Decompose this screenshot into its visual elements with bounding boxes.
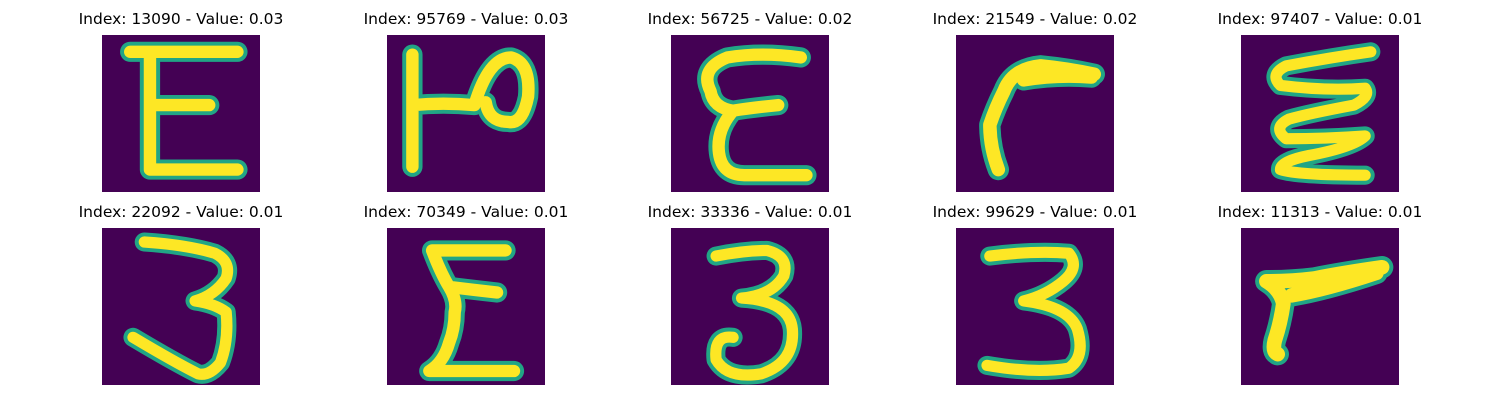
panel-70349: Index: 70349 - Value: 0.01: [346, 193, 586, 385]
digit-image: [1241, 35, 1399, 192]
digit-image: [671, 228, 829, 385]
panel-21549: Index: 21549 - Value: 0.02: [915, 0, 1155, 192]
digit-image: [956, 228, 1114, 385]
panel-56725: Index: 56725 - Value: 0.02: [630, 0, 870, 192]
panel-title: Index: 95769 - Value: 0.03: [363, 10, 569, 28]
digit-image: [671, 35, 829, 192]
panel-title: Index: 21549 - Value: 0.02: [932, 10, 1138, 28]
panel-97407: Index: 97407 - Value: 0.01: [1200, 0, 1440, 192]
panel-95769: Index: 95769 - Value: 0.03: [346, 0, 586, 192]
digit-image: [387, 228, 545, 385]
panel-title: Index: 99629 - Value: 0.01: [932, 203, 1138, 221]
digit-image: [102, 35, 260, 192]
panel-33336: Index: 33336 - Value: 0.01: [630, 193, 870, 385]
panel-title: Index: 56725 - Value: 0.02: [647, 10, 853, 28]
panel-title: Index: 11313 - Value: 0.01: [1217, 203, 1423, 221]
digit-image: [1241, 228, 1399, 385]
panel-22092: Index: 22092 - Value: 0.01: [61, 193, 301, 385]
panel-11313: Index: 11313 - Value: 0.01: [1200, 193, 1440, 385]
panel-title: Index: 22092 - Value: 0.01: [78, 203, 284, 221]
panel-13090: Index: 13090 - Value: 0.03: [61, 0, 301, 192]
panel-title: Index: 70349 - Value: 0.01: [363, 203, 569, 221]
digit-image: [102, 228, 260, 385]
digit-image: [387, 35, 545, 192]
digit-image: [956, 35, 1114, 192]
panel-title: Index: 13090 - Value: 0.03: [78, 10, 284, 28]
panel-title: Index: 97407 - Value: 0.01: [1217, 10, 1423, 28]
panel-99629: Index: 99629 - Value: 0.01: [915, 193, 1155, 385]
panel-title: Index: 33336 - Value: 0.01: [647, 203, 853, 221]
